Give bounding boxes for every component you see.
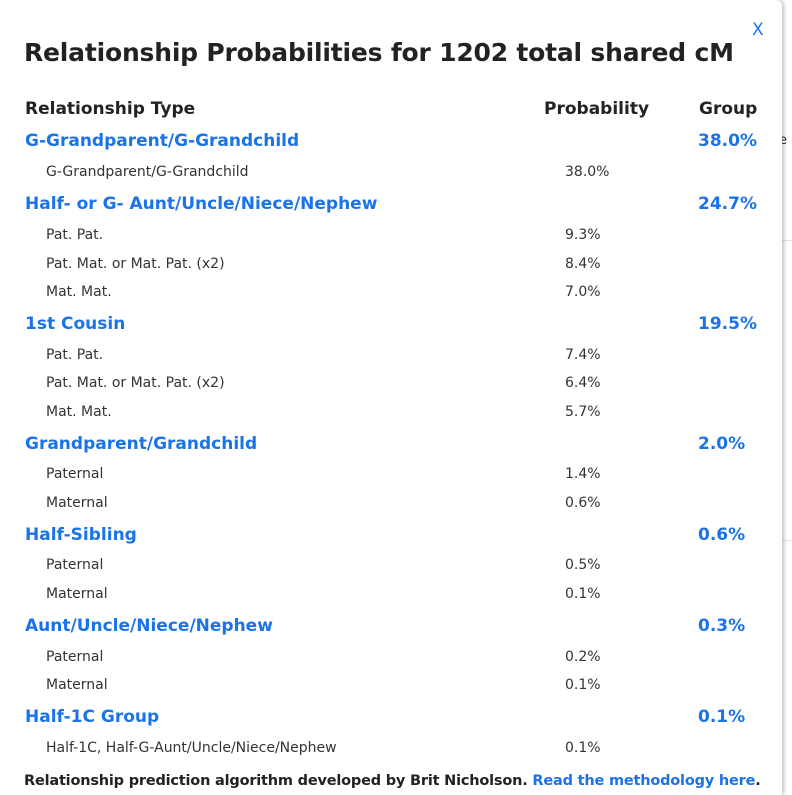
sub-probability: 7.0% (565, 284, 601, 300)
sub-row: Pat. Mat. or Mat. Pat. (x2) 8.4% (0, 250, 782, 278)
group-label[interactable]: 1st Cousin (25, 314, 126, 334)
group-label[interactable]: Grandparent/Grandchild (25, 434, 258, 454)
sub-row: Paternal 0.2% (0, 643, 782, 671)
sub-probability: 8.4% (565, 256, 601, 272)
group-percentage: 0.6% (698, 525, 746, 545)
sub-row: Pat. Pat. 7.4% (0, 341, 782, 369)
column-header-relationship-type: Relationship Type (25, 99, 196, 119)
sub-row: Maternal 0.1% (0, 671, 782, 699)
sub-label: G-Grandparent/G-Grandchild (46, 164, 249, 180)
group-row: Half-1C Group 0.1% (0, 703, 782, 731)
group-label[interactable]: Half- or G- Aunt/Uncle/Niece/Nephew (25, 194, 378, 214)
sub-label: Maternal (46, 677, 108, 693)
sub-label: Pat. Pat. (46, 347, 104, 363)
sub-label: Mat. Mat. (46, 284, 112, 300)
sub-row: Paternal 1.4% (0, 460, 782, 488)
group-row: G-Grandparent/G-Grandchild 38.0% (0, 127, 782, 155)
group-percentage: 19.5% (698, 314, 757, 334)
sub-label: Half-1C, Half-G-Aunt/Uncle/Niece/Nephew (46, 740, 337, 756)
sub-row: Mat. Mat. 7.0% (0, 278, 782, 306)
sub-label: Pat. Pat. (46, 227, 104, 243)
group-row: Half- or G- Aunt/Uncle/Niece/Nephew 24.7… (0, 190, 782, 218)
group-row: 1st Cousin 19.5% (0, 310, 782, 338)
sub-row: G-Grandparent/G-Grandchild 38.0% (0, 158, 782, 186)
close-button[interactable]: X (752, 20, 764, 40)
sub-row: Paternal 0.5% (0, 551, 782, 579)
sub-label: Maternal (46, 586, 108, 602)
sub-probability: 38.0% (565, 164, 610, 180)
sub-probability: 0.1% (565, 740, 601, 756)
group-label[interactable]: G-Grandparent/G-Grandchild (25, 131, 300, 151)
group-percentage: 0.1% (698, 707, 746, 727)
group-label[interactable]: Aunt/Uncle/Niece/Nephew (25, 616, 273, 636)
sub-probability: 0.5% (565, 557, 601, 573)
sub-label: Maternal (46, 495, 108, 511)
sub-probability: 0.6% (565, 495, 601, 511)
modal-title: Relationship Probabilities for 1202 tota… (24, 38, 734, 67)
footer-text: Relationship prediction algorithm develo… (24, 773, 528, 789)
group-label[interactable]: Half-Sibling (25, 525, 137, 545)
sub-probability: 6.4% (565, 375, 601, 391)
sub-label: Pat. Mat. or Mat. Pat. (x2) (46, 256, 225, 272)
sub-probability: 9.3% (565, 227, 601, 243)
sub-label: Paternal (46, 466, 104, 482)
sub-row: Maternal 0.1% (0, 580, 782, 608)
group-percentage: 38.0% (698, 131, 757, 151)
column-header-group: Group (699, 99, 758, 119)
group-row: Half-Sibling 0.6% (0, 521, 782, 549)
sub-probability: 7.4% (565, 347, 601, 363)
sub-row: Maternal 0.6% (0, 489, 782, 517)
sub-row: Pat. Mat. or Mat. Pat. (x2) 6.4% (0, 369, 782, 397)
sub-label: Paternal (46, 649, 104, 665)
footer-credit: Relationship prediction algorithm develo… (24, 773, 761, 789)
group-percentage: 24.7% (698, 194, 757, 214)
sub-probability: 1.4% (565, 466, 601, 482)
group-label[interactable]: Half-1C Group (25, 707, 160, 727)
sub-probability: 5.7% (565, 404, 601, 420)
methodology-link[interactable]: Read the methodology here (532, 773, 756, 789)
sub-probability: 0.1% (565, 586, 601, 602)
sub-row: Half-1C, Half-G-Aunt/Uncle/Niece/Nephew … (0, 734, 782, 762)
sub-label: Mat. Mat. (46, 404, 112, 420)
sub-probability: 0.1% (565, 677, 601, 693)
footer-period: . (755, 773, 761, 789)
group-row: Aunt/Uncle/Niece/Nephew 0.3% (0, 612, 782, 640)
sub-row: Mat. Mat. 5.7% (0, 398, 782, 426)
sub-probability: 0.2% (565, 649, 601, 665)
group-percentage: 0.3% (698, 616, 746, 636)
group-row: Grandparent/Grandchild 2.0% (0, 430, 782, 458)
sub-label: Paternal (46, 557, 104, 573)
sub-label: Pat. Mat. or Mat. Pat. (x2) (46, 375, 225, 391)
group-percentage: 2.0% (698, 434, 746, 454)
column-header-probability: Probability (544, 99, 650, 119)
sub-row: Pat. Pat. 9.3% (0, 221, 782, 249)
